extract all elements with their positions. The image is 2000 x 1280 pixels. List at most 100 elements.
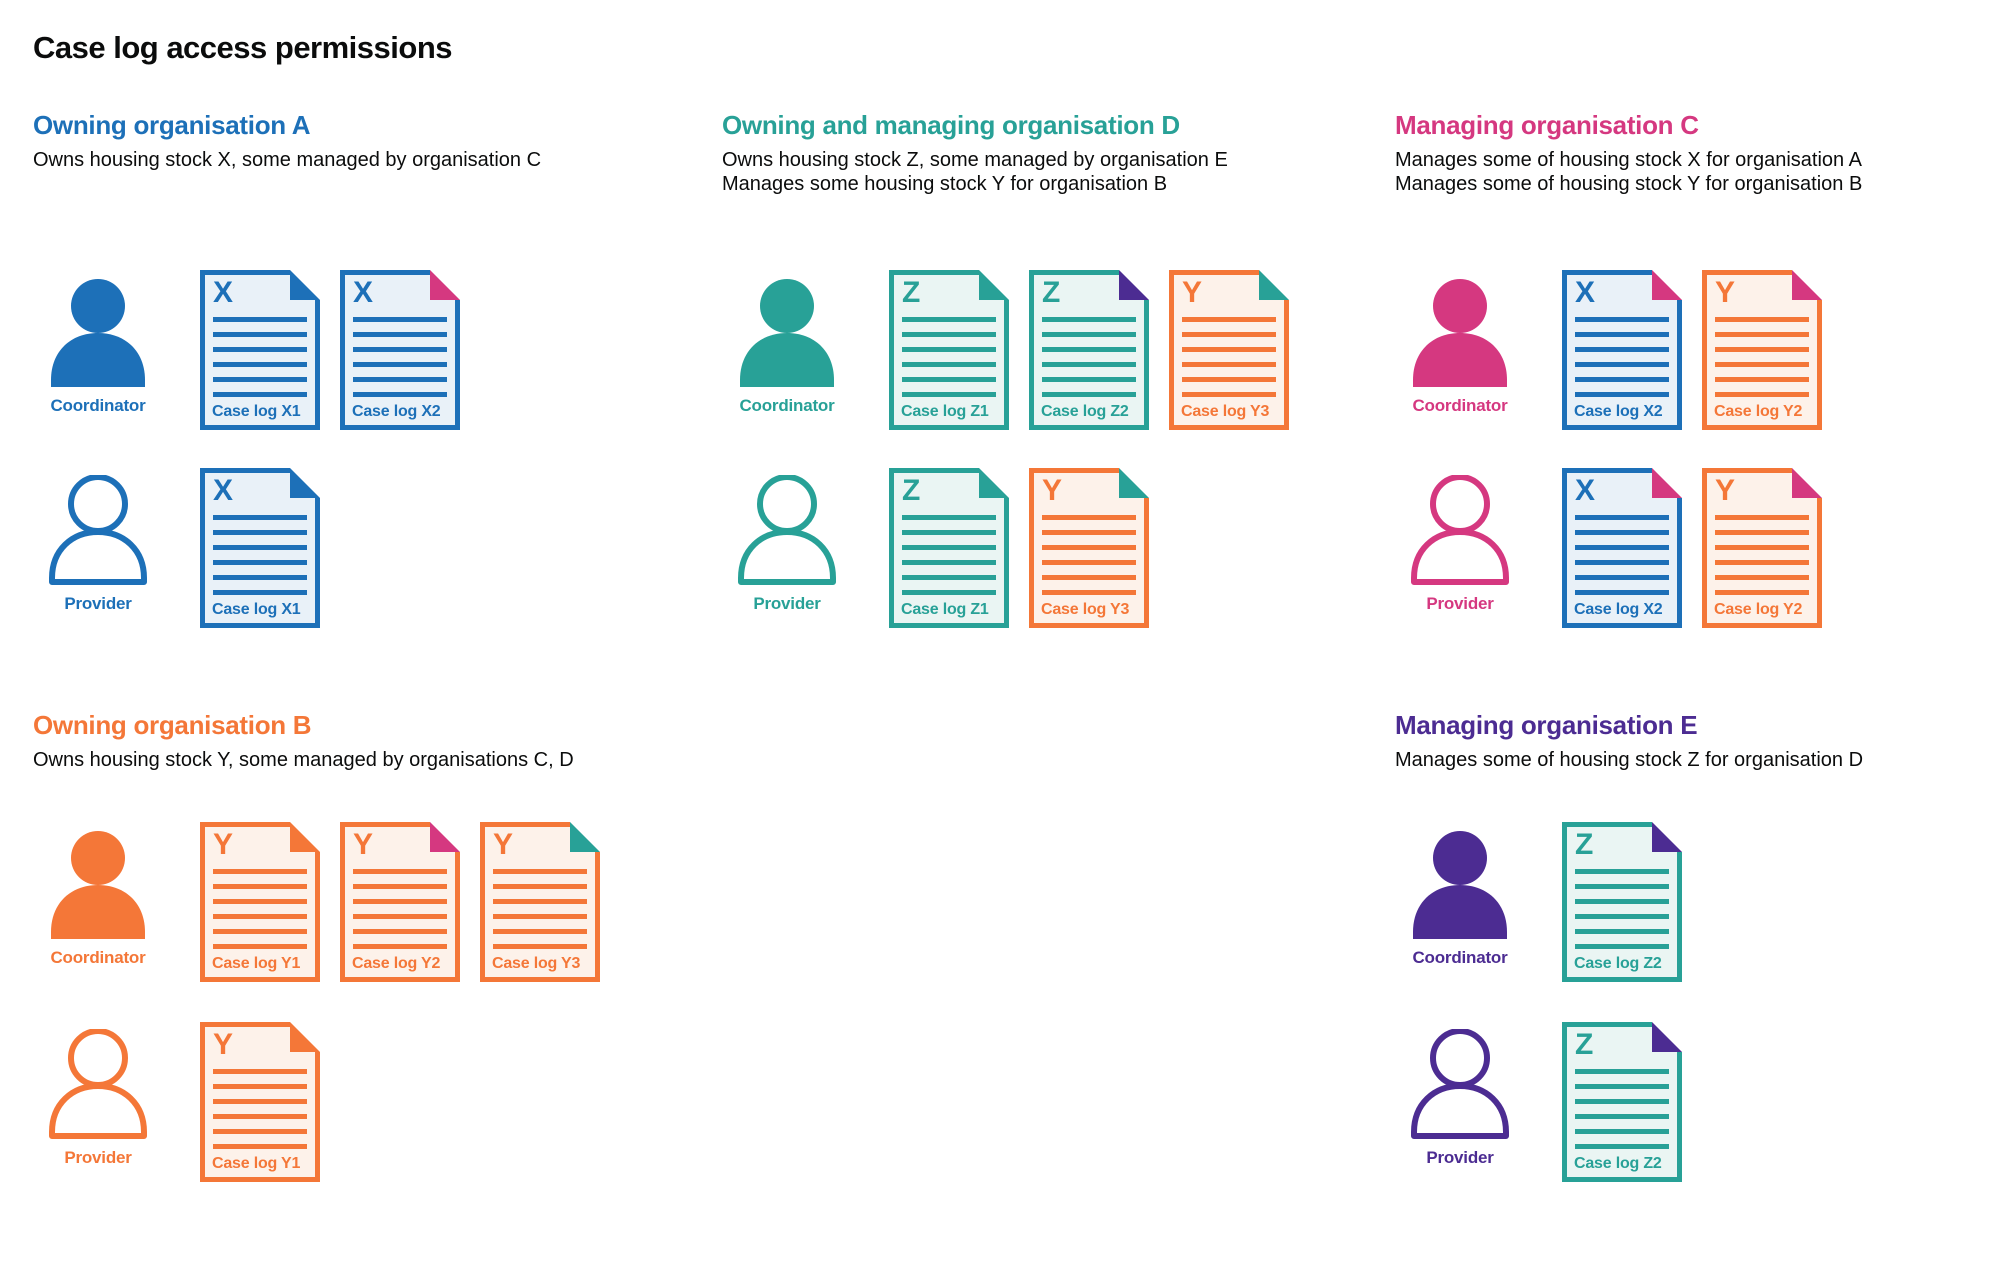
person-block: Provider — [1395, 1029, 1525, 1168]
permission-row-coordinator: Coordinator X Case log X1 X Case log X2 — [33, 270, 460, 430]
case-log-label: Case log Y3 — [1041, 601, 1130, 618]
case-log-document-icon: X Case log X2 — [340, 270, 460, 430]
section-description: Manages some of housing stock X for orga… — [1395, 148, 2000, 196]
stock-letter: Z — [1575, 1028, 1594, 1061]
case-log-document-icon: Y Case log Y1 — [200, 822, 320, 982]
case-log-document-icon: Z Case log Z2 — [1562, 1022, 1682, 1182]
folded-corner-icon — [979, 468, 1009, 498]
document-text-lines — [213, 515, 307, 605]
section-title: Managing organisation E — [1395, 710, 1698, 740]
document-text-lines — [1575, 515, 1669, 605]
section-description-line: Manages some of housing stock Y for orga… — [1395, 173, 1863, 195]
doc-list: Z Case log Z2 — [1562, 822, 1682, 982]
stock-letter: X — [1575, 276, 1596, 309]
section-owning-organisation-b: Owning organisation B Owns housing stock… — [33, 708, 673, 1268]
case-log-label: Case log Y1 — [212, 955, 301, 972]
permission-row-coordinator: Coordinator Z Case log Z2 — [1395, 822, 1682, 982]
document-text-lines — [1575, 1069, 1669, 1159]
case-log-document-icon: Z Case log Z1 — [889, 468, 1009, 628]
case-log-label: Case log Z2 — [1041, 403, 1129, 420]
case-log-document-icon: Z Case log Z2 — [1029, 270, 1149, 430]
case-log-document-icon: Y Case log Y1 — [200, 1022, 320, 1182]
section-description-line: Manages some of housing stock X for orga… — [1395, 149, 1862, 171]
permission-row-provider: Provider X Case log X1 — [33, 468, 320, 628]
folded-corner-icon — [430, 822, 460, 852]
stock-letter: Z — [902, 276, 921, 309]
document-text-lines — [353, 869, 447, 959]
person-block: Provider — [33, 1029, 163, 1168]
stock-letter: Y — [1715, 276, 1736, 309]
role-label: Provider — [1426, 1148, 1494, 1167]
document-text-lines — [1042, 317, 1136, 407]
role-label: Provider — [64, 1148, 132, 1167]
folded-corner-icon — [1652, 468, 1682, 498]
person-outline-icon — [738, 475, 836, 585]
case-log-document-icon: Y Case log Y3 — [480, 822, 600, 982]
person-block: Provider — [1395, 475, 1525, 614]
case-log-label: Case log Y2 — [352, 955, 441, 972]
case-log-document-icon: Y Case log Y2 — [1702, 270, 1822, 430]
folded-corner-icon — [1652, 822, 1682, 852]
section-title: Managing organisation C — [1395, 110, 1699, 140]
document-text-lines — [1182, 317, 1276, 407]
document-text-lines — [1575, 317, 1669, 407]
person-filled-icon — [51, 831, 145, 939]
stock-letter: Y — [493, 828, 514, 861]
role-label: Coordinator — [50, 948, 146, 967]
section-description-line: Owns housing stock Y, some managed by or… — [33, 749, 574, 771]
stock-letter: Y — [353, 828, 374, 861]
permission-row-coordinator: Coordinator Y Case log Y1 Y Case log Y2 — [33, 822, 600, 982]
person-block: Coordinator — [1395, 277, 1525, 416]
section-description: Owns housing stock Y, some managed by or… — [33, 748, 673, 772]
document-text-lines — [353, 317, 447, 407]
case-log-label: Case log Y3 — [492, 955, 581, 972]
folded-corner-icon — [290, 468, 320, 498]
stock-letter: Z — [1575, 828, 1594, 861]
folded-corner-icon — [1259, 270, 1289, 300]
folded-corner-icon — [290, 1022, 320, 1052]
stock-letter: Z — [1042, 276, 1061, 309]
role-label: Coordinator — [1412, 396, 1508, 415]
doc-list: X Case log X2 Y Case log Y2 — [1562, 468, 1822, 628]
case-log-label: Case log Y3 — [1181, 403, 1270, 420]
role-label: Coordinator — [739, 396, 835, 415]
role-label: Coordinator — [50, 396, 146, 415]
permission-row-provider: Provider X Case log X2 Y Case log Y2 — [1395, 468, 1822, 628]
folded-corner-icon — [1119, 270, 1149, 300]
section-description-line: Owns housing stock X, some managed by or… — [33, 149, 542, 171]
case-log-label: Case log Z2 — [1574, 1155, 1662, 1172]
case-log-label: Case log X2 — [352, 403, 441, 420]
doc-list: Y Case log Y1 Y Case log Y2 Y Case log Y — [200, 822, 600, 982]
section-description-line: Owns housing stock Z, some managed by or… — [722, 149, 1228, 171]
case-log-label: Case log X2 — [1574, 403, 1663, 420]
document-text-lines — [493, 869, 587, 959]
section-title: Owning organisation A — [33, 110, 311, 140]
case-log-document-icon: Y Case log Y2 — [340, 822, 460, 982]
case-log-label: Case log Z1 — [901, 601, 989, 618]
folded-corner-icon — [979, 270, 1009, 300]
stock-letter: X — [213, 474, 234, 507]
section-title: Owning and managing organisation D — [722, 110, 1180, 140]
folded-corner-icon — [290, 270, 320, 300]
person-filled-icon — [740, 279, 834, 387]
document-text-lines — [902, 515, 996, 605]
document-text-lines — [1575, 869, 1669, 959]
doc-list: Z Case log Z1 Y Case log Y3 — [889, 468, 1149, 628]
case-log-label: Case log Y2 — [1714, 403, 1803, 420]
stock-letter: Y — [213, 828, 234, 861]
section-owning-organisation-a: Owning organisation A Owns housing stock… — [33, 108, 673, 668]
stock-letter: X — [1575, 474, 1596, 507]
role-label: Provider — [1426, 594, 1494, 613]
doc-list: X Case log X2 Y Case log Y2 — [1562, 270, 1822, 430]
section-owning-and-managing-organisation-d: Owning and managing organisation D Owns … — [722, 108, 1362, 668]
case-log-document-icon: Z Case log Z1 — [889, 270, 1009, 430]
person-block: Coordinator — [722, 277, 852, 416]
section-description: Owns housing stock Z, some managed by or… — [722, 148, 1362, 196]
folded-corner-icon — [1652, 1022, 1682, 1052]
person-outline-icon — [1411, 1029, 1509, 1139]
document-text-lines — [213, 1069, 307, 1159]
person-block: Provider — [33, 475, 163, 614]
case-log-document-icon: Y Case log Y2 — [1702, 468, 1822, 628]
permission-row-provider: Provider Z Case log Z2 — [1395, 1022, 1682, 1182]
folded-corner-icon — [570, 822, 600, 852]
